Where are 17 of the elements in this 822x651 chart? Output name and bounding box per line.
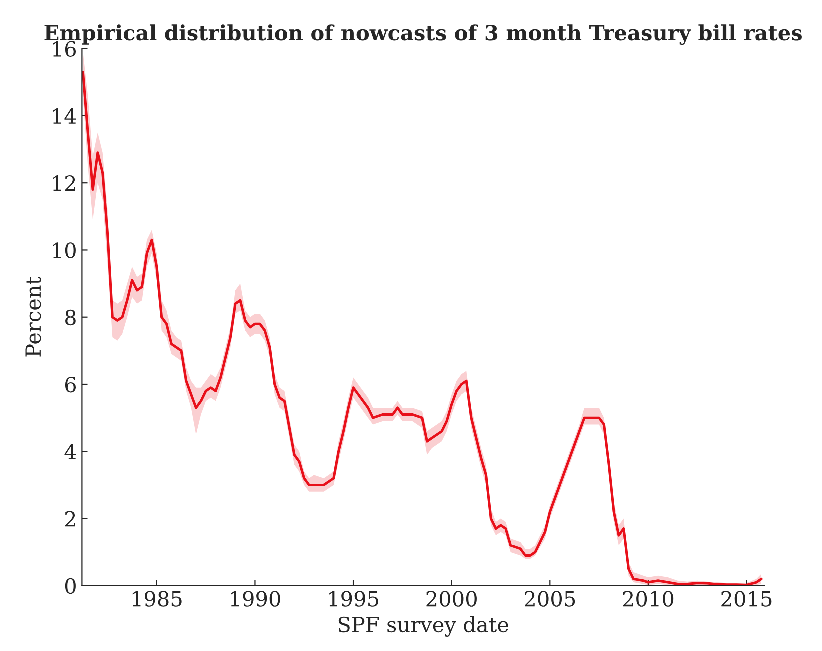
y-axis-title: Percent (26, 276, 42, 357)
x-tick-label: 1985 (132, 591, 182, 607)
y-tick-label: 4 (64, 444, 76, 460)
x-tick-label: 2015 (722, 591, 772, 607)
x-tick-label: 1990 (231, 591, 280, 607)
y-tick-label: 6 (65, 376, 76, 393)
y-tick-label: 2 (65, 511, 76, 527)
y-tick-label: 14 (53, 108, 76, 124)
y-tick-label: 12 (53, 176, 76, 192)
x-tick-label: 2010 (623, 591, 674, 607)
x-tick-label: 1995 (330, 591, 378, 607)
x-tick-label: 2005 (525, 591, 576, 607)
y-tick-label: 0 (65, 578, 76, 594)
y-tick-label: 8 (65, 310, 76, 326)
x-tick-label: 2000 (426, 591, 477, 607)
y-tick-label: 10 (53, 242, 76, 258)
x-axis-title: SPF survey date (338, 616, 508, 637)
